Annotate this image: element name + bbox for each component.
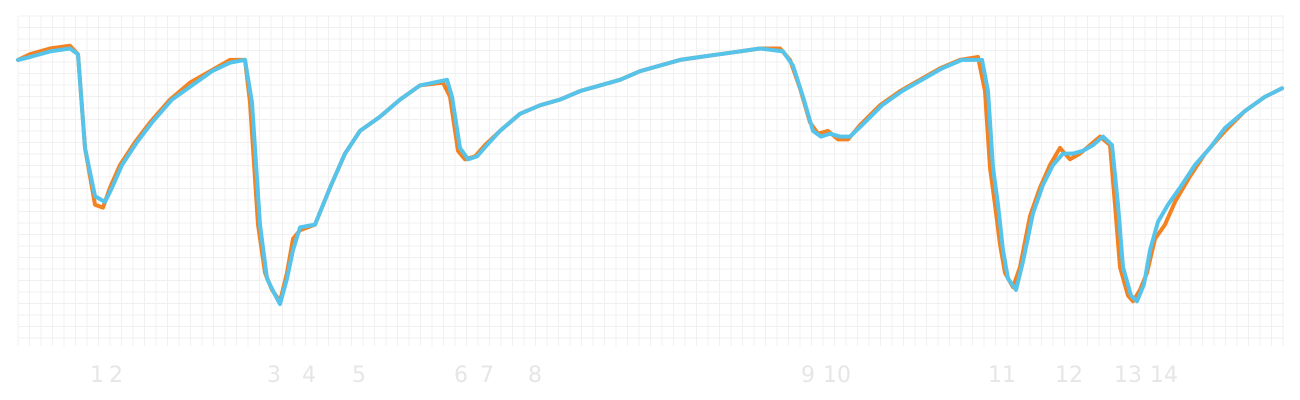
x-tick-label: 11 <box>988 363 1016 388</box>
x-tick-label: 9 <box>801 363 815 388</box>
x-axis-tick-labels: 1 2 3 4 5 6 7 8 9 10 11 12 13 14 <box>90 363 1178 388</box>
series-line-2 <box>16 46 1284 307</box>
x-tick-label: 7 <box>480 363 494 388</box>
x-tick-label: 12 <box>1055 363 1083 388</box>
chart-grid <box>17 15 1284 346</box>
x-tick-label: 5 <box>352 363 366 388</box>
x-tick-label: 8 <box>528 363 542 388</box>
x-tick-label: 1 <box>90 363 104 388</box>
x-tick-label: 10 <box>823 363 851 388</box>
series-layer <box>16 43 1284 307</box>
x-tick-label: 13 <box>1114 363 1142 388</box>
x-tick-label: 4 <box>302 363 316 388</box>
x-tick-label: 6 <box>454 363 468 388</box>
x-tick-label: 2 <box>109 363 123 388</box>
x-tick-label: 3 <box>267 363 281 388</box>
x-tick-label: 14 <box>1150 363 1178 388</box>
